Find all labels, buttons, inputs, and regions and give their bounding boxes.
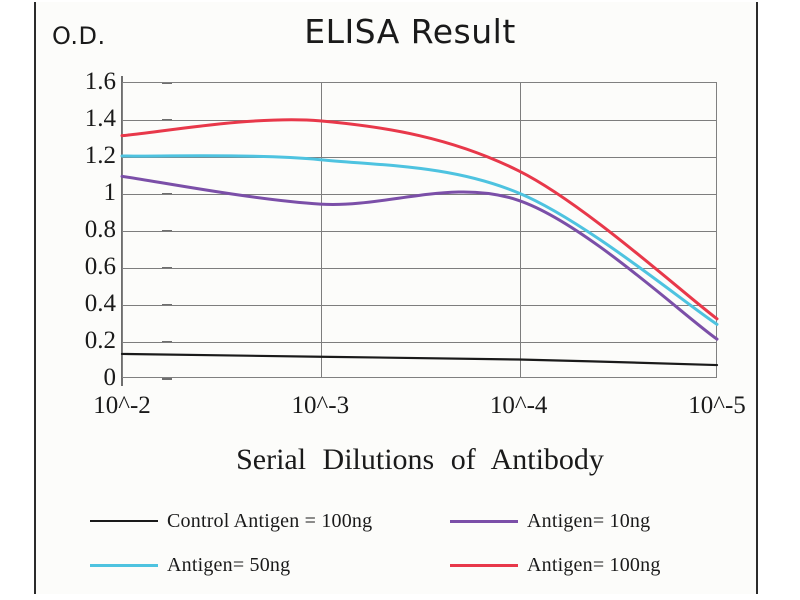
legend-item-label: Antigen= 100ng <box>527 553 661 576</box>
legend-item[interactable]: Antigen= 100ng <box>450 544 661 586</box>
legend-item[interactable]: Antigen= 50ng <box>90 544 290 586</box>
chart-title: ELISA Result <box>304 12 516 51</box>
x-axis-tick-label: 10^-2 <box>93 392 151 419</box>
chart-legend: Control Antigen = 100ng Antigen= 10ng Anti… <box>60 500 740 590</box>
legend-row: Antigen= 50ng Antigen= 100ng <box>60 544 740 586</box>
y-axis-tick-label: 0.4 <box>84 290 116 317</box>
series-line <box>120 174 719 341</box>
legend-item[interactable]: Antigen= 10ng <box>450 500 650 542</box>
y-axis-tick-label: 0.6 <box>84 253 116 280</box>
y-axis-tick-label: 1 <box>103 179 117 206</box>
y-axis-tick-label: 0.2 <box>84 327 116 354</box>
legend-item[interactable]: Control Antigen = 100ng <box>90 500 372 542</box>
grid-line-vertical <box>321 83 323 377</box>
y-axis-tick-mark <box>162 378 172 380</box>
x-axis-tick-label: 10^-5 <box>688 392 746 419</box>
grid-line-horizontal <box>123 120 716 121</box>
grid-line-vertical <box>519 83 521 377</box>
legend-color-swatch <box>450 563 518 567</box>
x-axis-tick-label: 10^-4 <box>489 392 548 419</box>
grid-line-horizontal <box>123 268 716 269</box>
x-axis-title: Serial Dilutions of Antibody <box>236 443 604 476</box>
grid-line-horizontal <box>123 305 716 306</box>
legend-color-swatch <box>90 563 158 567</box>
series-line <box>120 154 719 326</box>
y-axis-tick-label: 1.4 <box>84 105 116 132</box>
legend-item-label: Antigen= 10ng <box>527 509 651 532</box>
y-axis-tick-labels: 1.6 1.4 1.2 1 0.8 0.6 0.4 0.2 0 <box>50 0 172 600</box>
grid-line-horizontal <box>123 342 716 343</box>
y-axis-tick-label: 1.6 <box>84 68 116 95</box>
series-line <box>120 352 719 367</box>
x-axis-tick-label: 10^-3 <box>291 392 350 419</box>
legend-item-label: Control Antigen = 100ng <box>167 509 373 532</box>
figure-frame <box>34 2 758 594</box>
grid-line-horizontal <box>123 157 716 158</box>
legend-color-swatch <box>450 519 518 523</box>
legend-color-swatch <box>90 520 158 522</box>
legend-row: Control Antigen = 100ng Antigen= 10ng <box>60 500 740 542</box>
grid-line-horizontal <box>123 231 716 232</box>
y-axis-tick-label: 0.8 <box>84 216 116 243</box>
y-axis-tick-label: 1.2 <box>84 142 116 169</box>
y-axis-title: O.D. <box>52 22 106 50</box>
series-line <box>120 118 719 321</box>
y-axis-tick-mark <box>162 82 172 84</box>
legend-item-label: Antigen= 50ng <box>167 553 291 576</box>
y-axis-tick-label: 0 <box>103 364 117 391</box>
